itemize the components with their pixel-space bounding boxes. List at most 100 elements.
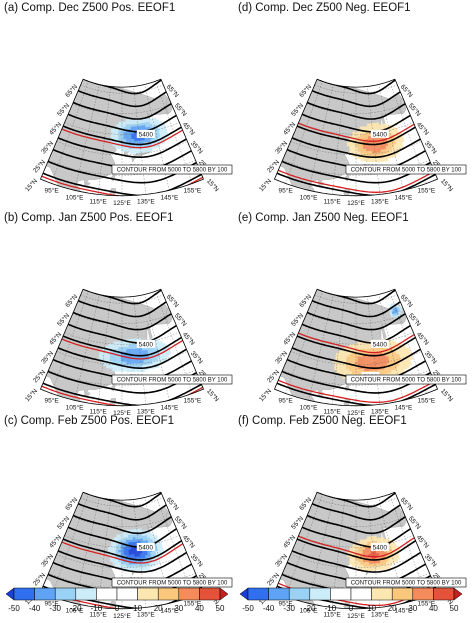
lon-label: 115°E	[323, 197, 341, 205]
anomaly-cell	[352, 559, 356, 563]
contour-5800	[40, 380, 204, 406]
anomaly-cell	[107, 353, 111, 357]
anomaly-cell	[366, 148, 370, 152]
anomaly-cell	[366, 563, 370, 567]
parallel-line	[282, 370, 430, 386]
contour-5400	[293, 536, 420, 561]
anomaly-cell	[110, 343, 114, 347]
anomaly-cell	[131, 348, 135, 352]
anomaly-cell	[373, 535, 377, 539]
anomaly-cell	[118, 134, 122, 137]
colorbar-swatch	[116, 587, 138, 601]
anomaly-cell	[341, 355, 345, 359]
anomaly-cell	[115, 356, 119, 360]
lon-label: 105°E	[66, 193, 84, 201]
map-body	[40, 289, 204, 406]
anomaly-cell	[344, 351, 348, 354]
anomaly-cell	[110, 131, 114, 135]
anomaly-cell	[118, 358, 122, 362]
anomaly-cell	[113, 544, 117, 548]
anomaly-cell	[118, 124, 122, 128]
anomaly-cell	[357, 371, 362, 374]
anomaly-cell	[136, 553, 141, 557]
anomaly-cell	[362, 133, 366, 137]
lon-label: 145°E	[395, 403, 413, 411]
anomaly-cell	[354, 146, 359, 150]
anomaly-cell	[118, 131, 122, 135]
anomaly-cell	[366, 360, 370, 364]
anomaly-cell	[362, 126, 366, 130]
anomaly-cell	[135, 360, 139, 364]
contour-5100	[309, 88, 403, 108]
anomaly-cell	[115, 146, 119, 150]
anomaly-cell	[352, 148, 356, 152]
anomaly-cell	[120, 552, 124, 555]
anomaly-cell	[125, 534, 129, 538]
anomaly-cell	[373, 122, 377, 126]
anomaly-cell	[120, 549, 124, 553]
anomaly-cell	[156, 119, 160, 123]
lon-label: 95°E	[279, 599, 294, 607]
anomaly-cell	[121, 544, 124, 548]
contour-5300	[298, 525, 414, 548]
anomaly-cell	[116, 537, 120, 540]
anomaly-cell	[335, 355, 339, 359]
anomaly-cell	[357, 561, 361, 565]
anomaly-cell	[113, 136, 117, 140]
anomaly-cell	[357, 131, 361, 135]
anomaly-cell	[120, 344, 124, 347]
anomaly-cell	[115, 561, 119, 565]
anomaly-cell	[128, 123, 131, 127]
contour-label: 5400	[139, 342, 154, 349]
anomaly-cell	[130, 121, 134, 125]
anomaly-cell	[337, 362, 341, 366]
anomaly-cell	[131, 136, 135, 140]
anomaly-cell	[369, 563, 373, 567]
colorbar-swatch	[371, 587, 393, 601]
anomaly-cell	[123, 361, 127, 365]
anomaly-cell	[103, 362, 107, 366]
anomaly-cell	[357, 356, 361, 360]
meridian-line	[308, 294, 334, 401]
anomaly-cell	[113, 541, 117, 545]
anomaly-cell	[346, 358, 350, 362]
map-body	[40, 79, 204, 196]
colorbar-2: -50 -40 -30 -20 -10 0 10 20 30 40 50	[239, 587, 463, 613]
anomaly-cell	[352, 561, 356, 565]
anomaly-cell	[159, 341, 163, 345]
anomaly-cell	[133, 541, 137, 545]
anomaly-cell	[101, 355, 105, 359]
contour-5300	[64, 322, 180, 344]
lon-label: 125°E	[113, 612, 131, 620]
anomaly-cell	[352, 134, 356, 137]
anomaly-cell	[363, 358, 367, 362]
colorbar-tick: 30	[408, 604, 417, 613]
contour-5100	[75, 88, 169, 108]
reference-contour	[295, 121, 418, 142]
meridian-line	[133, 86, 147, 195]
anomaly-cell	[349, 143, 353, 147]
anomaly-cell	[118, 356, 122, 360]
anomaly-cell	[366, 363, 370, 367]
anomaly-cell	[118, 136, 122, 140]
anomaly-cell	[346, 141, 350, 145]
anomaly-cell	[335, 352, 340, 356]
anomaly-cell	[162, 342, 166, 347]
anomaly-cell	[131, 553, 135, 557]
anomaly-cell	[116, 534, 120, 538]
anomaly-cell	[367, 541, 371, 545]
anomaly-cell	[120, 134, 124, 137]
anomaly-cell	[123, 344, 127, 347]
anomaly-cell	[128, 133, 132, 137]
anomaly-cell	[130, 541, 134, 545]
anomaly-cell	[373, 553, 377, 557]
anomaly-cell	[128, 546, 132, 550]
anomaly-cell	[118, 348, 122, 352]
colorbar-tick: -20	[304, 604, 316, 613]
anomaly-cell	[372, 157, 377, 161]
colorbar-tick: -10	[91, 604, 103, 613]
anomaly-cell	[346, 356, 350, 360]
lon-label: 155°E	[183, 599, 201, 607]
anomaly-cell	[121, 341, 124, 345]
